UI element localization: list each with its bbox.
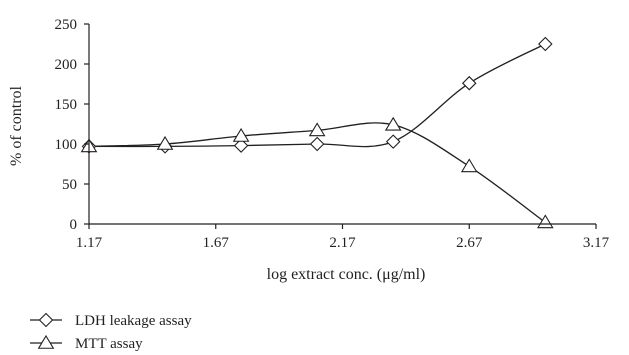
y-axis-title: % of control <box>8 85 25 166</box>
data-point-mtt <box>156 135 174 150</box>
data-point-mtt <box>384 116 402 131</box>
y-tick-label: 150 <box>55 97 78 113</box>
plot-markers <box>80 36 554 229</box>
x-axis-title: log extract conc. (μg/ml) <box>267 266 426 283</box>
y-tick-label: 0 <box>70 217 78 233</box>
legend-marker-ldh <box>38 312 54 328</box>
y-tick-label: 50 <box>62 177 77 193</box>
data-point-ldh <box>309 136 325 152</box>
x-tick-label: 3.17 <box>583 235 610 251</box>
legend-marker-mtt <box>37 334 55 349</box>
data-point-ldh <box>233 138 249 153</box>
data-point-ldh <box>385 134 401 149</box>
tick-labels: 0 50 100 150 200 250 1.17 1.67 2.17 2.67 3.17 <box>55 17 610 251</box>
data-point-mtt <box>460 158 478 173</box>
axes <box>84 23 597 229</box>
legend-label-mtt: MTT assay <box>75 336 143 352</box>
y-tick-label: 200 <box>55 57 78 73</box>
y-tick-label: 100 <box>55 137 78 153</box>
data-point-ldh <box>538 36 553 52</box>
data-point-ldh <box>461 75 477 91</box>
y-tick-label: 250 <box>55 17 78 33</box>
data-point-mtt <box>232 127 250 142</box>
x-tick-label: 2.17 <box>329 235 356 251</box>
x-tick-label: 2.67 <box>456 235 483 251</box>
data-point-mtt <box>536 214 554 229</box>
data-point-mtt <box>308 122 326 137</box>
x-tick-label: 1.67 <box>203 235 230 251</box>
legend-label-ldh: LDH leakage assay <box>75 313 192 329</box>
legend: LDH leakage assay MTT assay <box>30 312 192 352</box>
x-tick-label: 1.17 <box>76 235 103 251</box>
